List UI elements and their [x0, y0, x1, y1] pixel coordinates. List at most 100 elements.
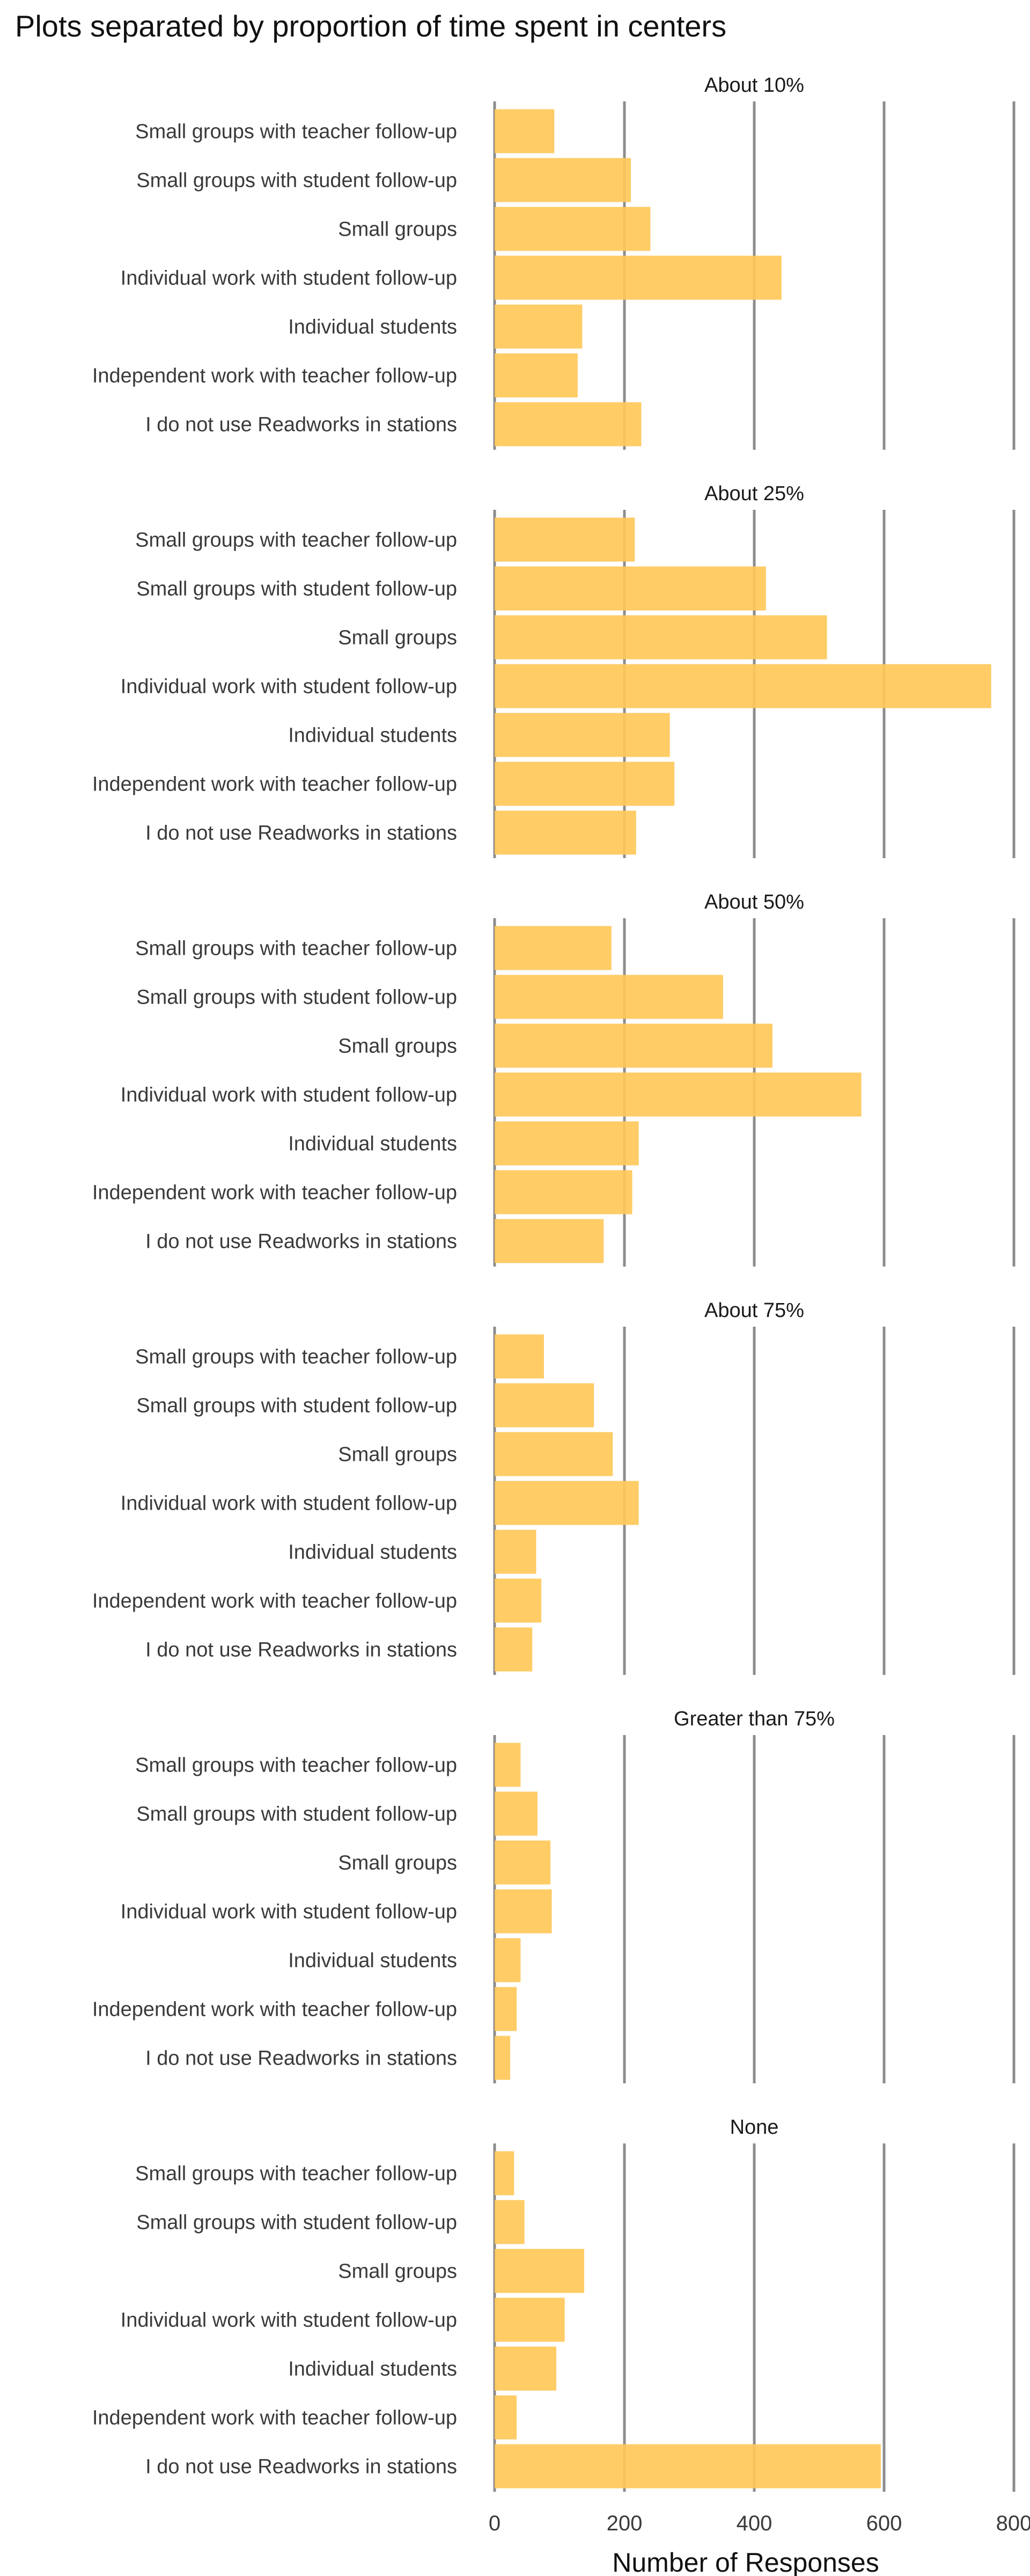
- category-label: Small groups with teacher follow-up: [135, 2163, 457, 2185]
- bar: [495, 1072, 862, 1117]
- category-label: Small groups: [338, 218, 457, 241]
- chart-panel: None Small groups with teacher follow-up S…: [92, 2116, 1016, 2492]
- category-label: Individual work with student follow-up: [121, 1901, 457, 1923]
- bar: [495, 762, 675, 806]
- category-label: Individual work with student follow-up: [121, 2309, 457, 2332]
- bar: [495, 2395, 517, 2440]
- category-label: Individual students: [288, 1541, 457, 1564]
- chart-panel: About 10% Small groups with teacher follo…: [92, 74, 1016, 450]
- bar: [495, 566, 766, 611]
- chart-title: Plots separated by proportion of time sp…: [15, 9, 726, 43]
- category-label: Small groups with teacher follow-up: [135, 1346, 457, 1368]
- bar: [495, 1938, 521, 1982]
- bar: [495, 1791, 538, 1836]
- category-label: Small groups: [338, 1852, 457, 1875]
- category-label: Independent work with teacher follow-up: [92, 773, 457, 796]
- bar: [495, 1987, 517, 2031]
- bar: [495, 402, 642, 447]
- bar: [495, 1383, 594, 1428]
- bar: [495, 664, 991, 708]
- category-label: Small groups: [338, 627, 457, 649]
- category-label: Independent work with teacher follow-up: [92, 365, 457, 387]
- category-label: I do not use Readworks in stations: [145, 2047, 457, 2070]
- x-tick-label: 0: [489, 2512, 501, 2535]
- category-label: Small groups with teacher follow-up: [135, 121, 457, 143]
- chart-panel: About 50% Small groups with teacher follo…: [92, 891, 1016, 1267]
- x-tick-label: 400: [737, 2512, 772, 2535]
- chart-panel: About 25% Small groups with teacher follo…: [92, 482, 1016, 858]
- category-label: I do not use Readworks in stations: [145, 1639, 457, 1662]
- category-label: Individual work with student follow-up: [121, 1492, 457, 1515]
- bar: [495, 158, 631, 202]
- bar: [495, 2297, 565, 2342]
- category-label: Individual work with student follow-up: [121, 1084, 457, 1107]
- panel-title: About 75%: [704, 1299, 804, 1322]
- category-label: Small groups with teacher follow-up: [135, 1754, 457, 1777]
- category-label: Independent work with teacher follow-up: [92, 2407, 457, 2429]
- chart-panel: About 75% Small groups with teacher follo…: [92, 1299, 1016, 1675]
- bar: [495, 713, 670, 757]
- category-label: Individual work with student follow-up: [121, 267, 457, 290]
- category-label: Small groups: [338, 1444, 457, 1466]
- category-label: I do not use Readworks in stations: [145, 414, 457, 436]
- bar: [495, 1334, 544, 1379]
- x-axis: 0 200 400 600 800: [489, 2512, 1030, 2535]
- category-label: Individual students: [288, 1950, 457, 1972]
- category-label: Individual students: [288, 2358, 457, 2381]
- category-label: I do not use Readworks in stations: [145, 1231, 457, 1253]
- bar: [495, 975, 723, 1019]
- bar: [495, 615, 827, 660]
- category-label: Individual students: [288, 724, 457, 747]
- category-label: Individual students: [288, 1133, 457, 1155]
- bar: [495, 1121, 639, 1166]
- x-tick-label: 600: [866, 2512, 902, 2535]
- bar: [495, 1432, 613, 1476]
- bar: [495, 304, 583, 349]
- bar: [495, 207, 651, 251]
- category-label: Individual work with student follow-up: [121, 676, 457, 698]
- bar: [495, 353, 578, 398]
- category-label: Independent work with teacher follow-up: [92, 1182, 457, 1204]
- bar: [495, 1840, 551, 1885]
- bar: [495, 2249, 584, 2293]
- category-label: Small groups: [338, 1035, 457, 1058]
- panel-title: About 25%: [704, 482, 804, 505]
- category-label: I do not use Readworks in stations: [145, 822, 457, 845]
- category-label: I do not use Readworks in stations: [145, 2456, 457, 2478]
- bar: [495, 1481, 639, 1525]
- chart-panel: Greater than 75% Small groups with teache…: [92, 1708, 1016, 2083]
- category-label: Small groups with student follow-up: [136, 1395, 457, 1417]
- chart-panels: About 10% Small groups with teacher follo…: [92, 74, 1016, 2492]
- bar: [495, 1889, 552, 1934]
- category-label: Small groups with student follow-up: [136, 2212, 457, 2234]
- category-label: Individual students: [288, 316, 457, 339]
- bar: [495, 109, 555, 153]
- bar: [495, 1023, 772, 1068]
- bar: [495, 2036, 511, 2080]
- bar: [495, 2200, 525, 2244]
- category-label: Small groups: [338, 2260, 457, 2283]
- bar: [495, 1170, 632, 1214]
- category-label: Independent work with teacher follow-up: [92, 1590, 457, 1613]
- x-tick-label: 800: [996, 2512, 1030, 2535]
- panel-title: About 50%: [704, 891, 804, 913]
- category-label: Small groups with student follow-up: [136, 986, 457, 1009]
- x-axis-title: Number of Responses: [612, 2548, 879, 2576]
- bar: [495, 1219, 604, 1263]
- panel-title: None: [730, 2116, 779, 2139]
- bar: [495, 2444, 881, 2489]
- panel-title: Greater than 75%: [674, 1708, 835, 1730]
- bar: [495, 1743, 521, 1787]
- bar: [495, 1578, 542, 1623]
- bar: [495, 1529, 536, 1574]
- bar: [495, 2151, 514, 2196]
- bar: [495, 2346, 556, 2391]
- bar: [495, 255, 782, 300]
- x-tick-label: 200: [607, 2512, 643, 2535]
- bar: [495, 810, 636, 855]
- bar: [495, 517, 635, 562]
- category-label: Small groups with teacher follow-up: [135, 529, 457, 552]
- bar: [495, 926, 612, 970]
- category-label: Small groups with student follow-up: [136, 578, 457, 601]
